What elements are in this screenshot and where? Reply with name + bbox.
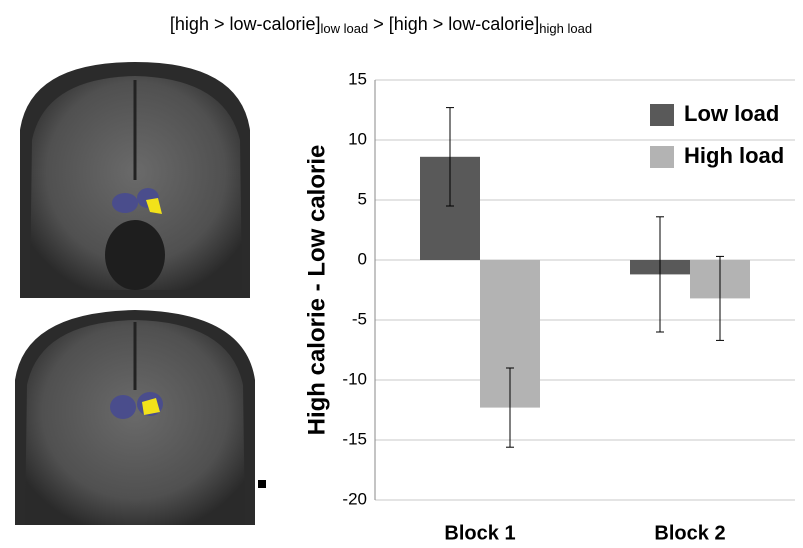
y-tick-label: -15 — [342, 429, 367, 448]
title-subscript: low load — [321, 21, 369, 36]
title-subscript: high load — [539, 21, 592, 36]
legend-label: Low load — [684, 101, 779, 126]
y-tick-label: -20 — [342, 489, 367, 508]
x-tick-label: Block 2 — [654, 522, 725, 544]
y-tick-label: -10 — [342, 369, 367, 388]
legend-label: High load — [684, 143, 784, 168]
figure: [high > low-calorie]low load > [high > lo… — [0, 0, 803, 548]
x-tick-label: Block 1 — [444, 522, 515, 544]
y-tick-label: 0 — [358, 249, 367, 268]
legend-swatch — [650, 104, 674, 126]
title-text: [high > low-calorie] — [170, 14, 321, 34]
legend-swatch — [650, 146, 674, 168]
y-tick-label: 15 — [348, 69, 367, 88]
y-tick-label: 10 — [348, 129, 367, 148]
title-text: > [high > low-calorie] — [373, 14, 539, 34]
y-tick-label: -5 — [352, 309, 367, 328]
y-tick-label: 5 — [358, 189, 367, 208]
brain-axial — [15, 310, 266, 525]
brain-coronal — [15, 62, 255, 298]
y-axis-label: High calorie - Low calorie — [303, 145, 330, 436]
chart-title: [high > low-calorie]low load > [high > lo… — [170, 14, 592, 37]
